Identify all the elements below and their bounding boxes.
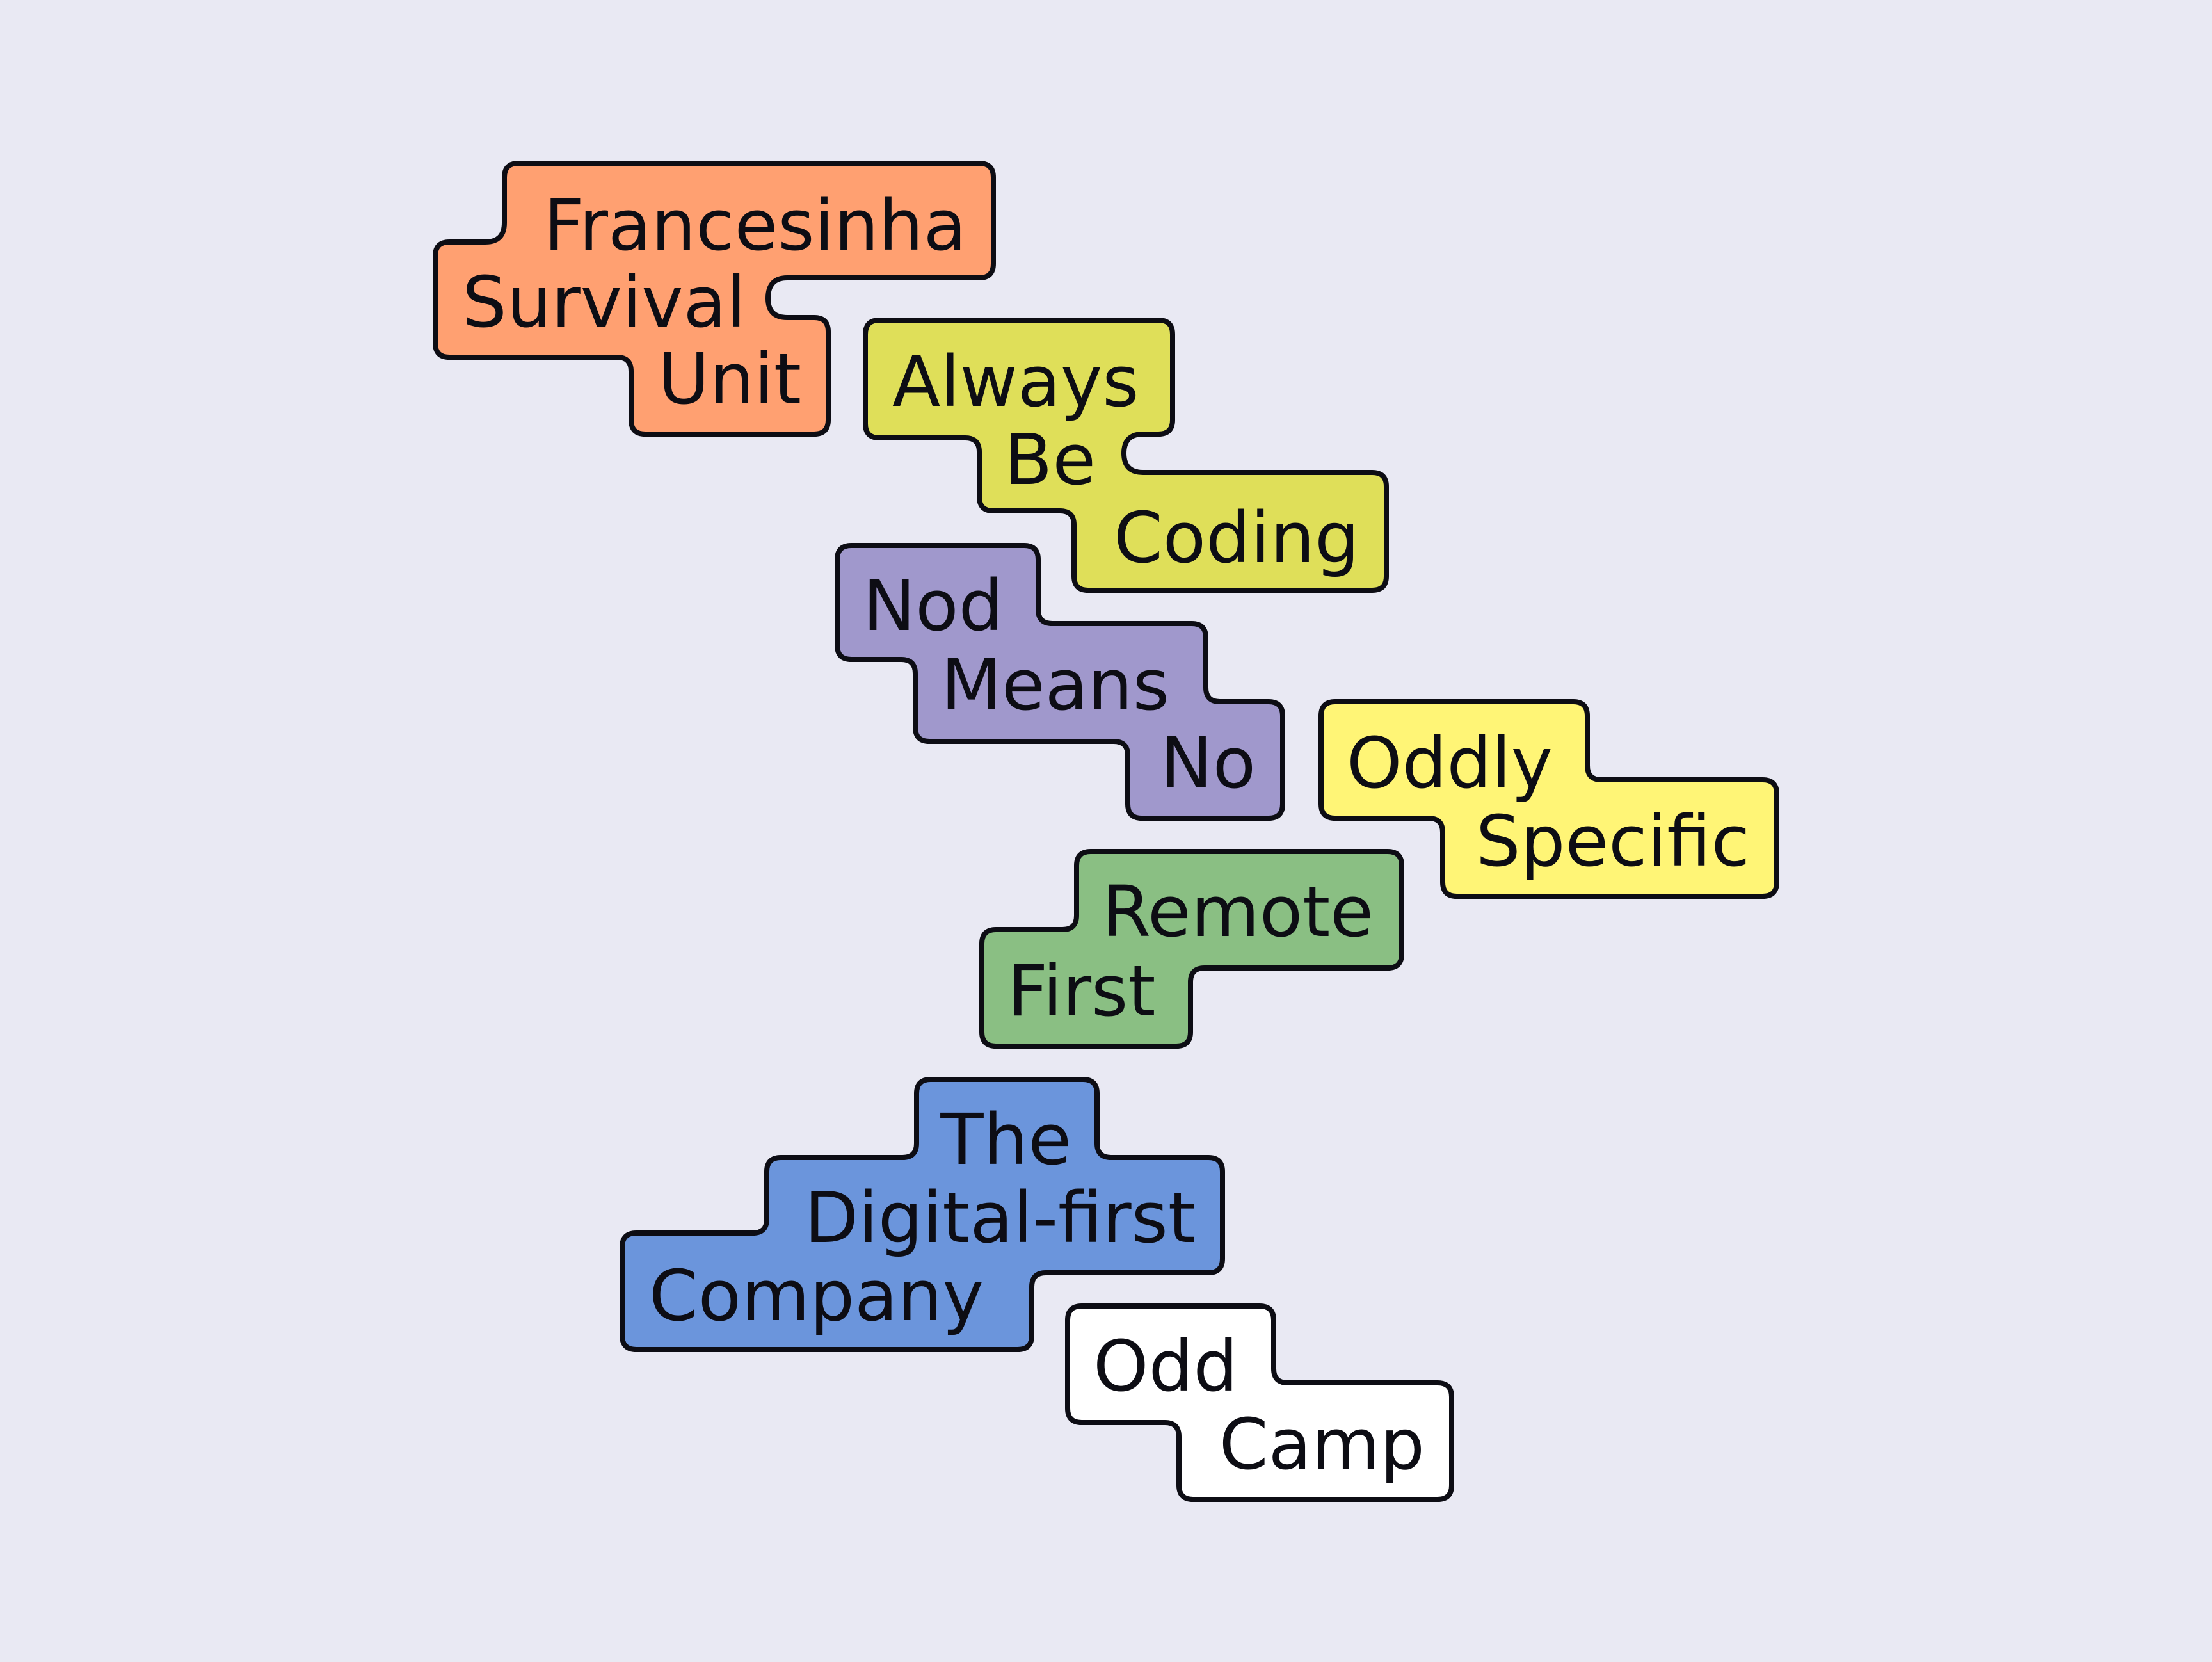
label-line: Remote (1102, 871, 1374, 953)
label-line: Means (941, 644, 1169, 726)
label-oddly-specific: Oddly Specific (1318, 699, 1779, 899)
label-line: First (1007, 950, 1156, 1032)
label-line: Oddly (1347, 722, 1553, 804)
label-line: Company (649, 1255, 984, 1337)
label-line: Unit (658, 338, 801, 420)
label-line: Nod (863, 565, 1003, 647)
label-line: Specific (1476, 800, 1750, 882)
label-odd-camp: Odd Camp (1065, 1303, 1454, 1502)
label-line: Camp (1219, 1403, 1425, 1485)
label-francesinha-survival-unit: Francesinha Survival Unit (433, 161, 996, 437)
label-line: Odd (1093, 1325, 1238, 1407)
label-shape (835, 543, 1285, 821)
label-line: Survival (462, 261, 746, 343)
label-shape (979, 849, 1404, 1049)
label-shape (1318, 699, 1779, 899)
label-line: Francesinha (544, 184, 966, 266)
label-remote-first: Remote First (979, 849, 1404, 1049)
label-line: Coding (1114, 497, 1359, 579)
label-shape (620, 1077, 1225, 1352)
label-line: The (940, 1099, 1071, 1181)
label-line: Always (892, 341, 1139, 423)
label-shape (1065, 1303, 1454, 1502)
label-always-be-coding: Always Be Coding (863, 318, 1389, 593)
label-shape (433, 161, 996, 437)
label-line: No (1160, 722, 1256, 804)
label-the-digital-first-company: The Digital-first Company (620, 1077, 1225, 1352)
label-line: Be (1004, 419, 1096, 501)
label-shape (863, 318, 1389, 593)
label-line: Digital-first (805, 1177, 1196, 1259)
label-nod-means-no: Nod Means No (835, 543, 1285, 821)
